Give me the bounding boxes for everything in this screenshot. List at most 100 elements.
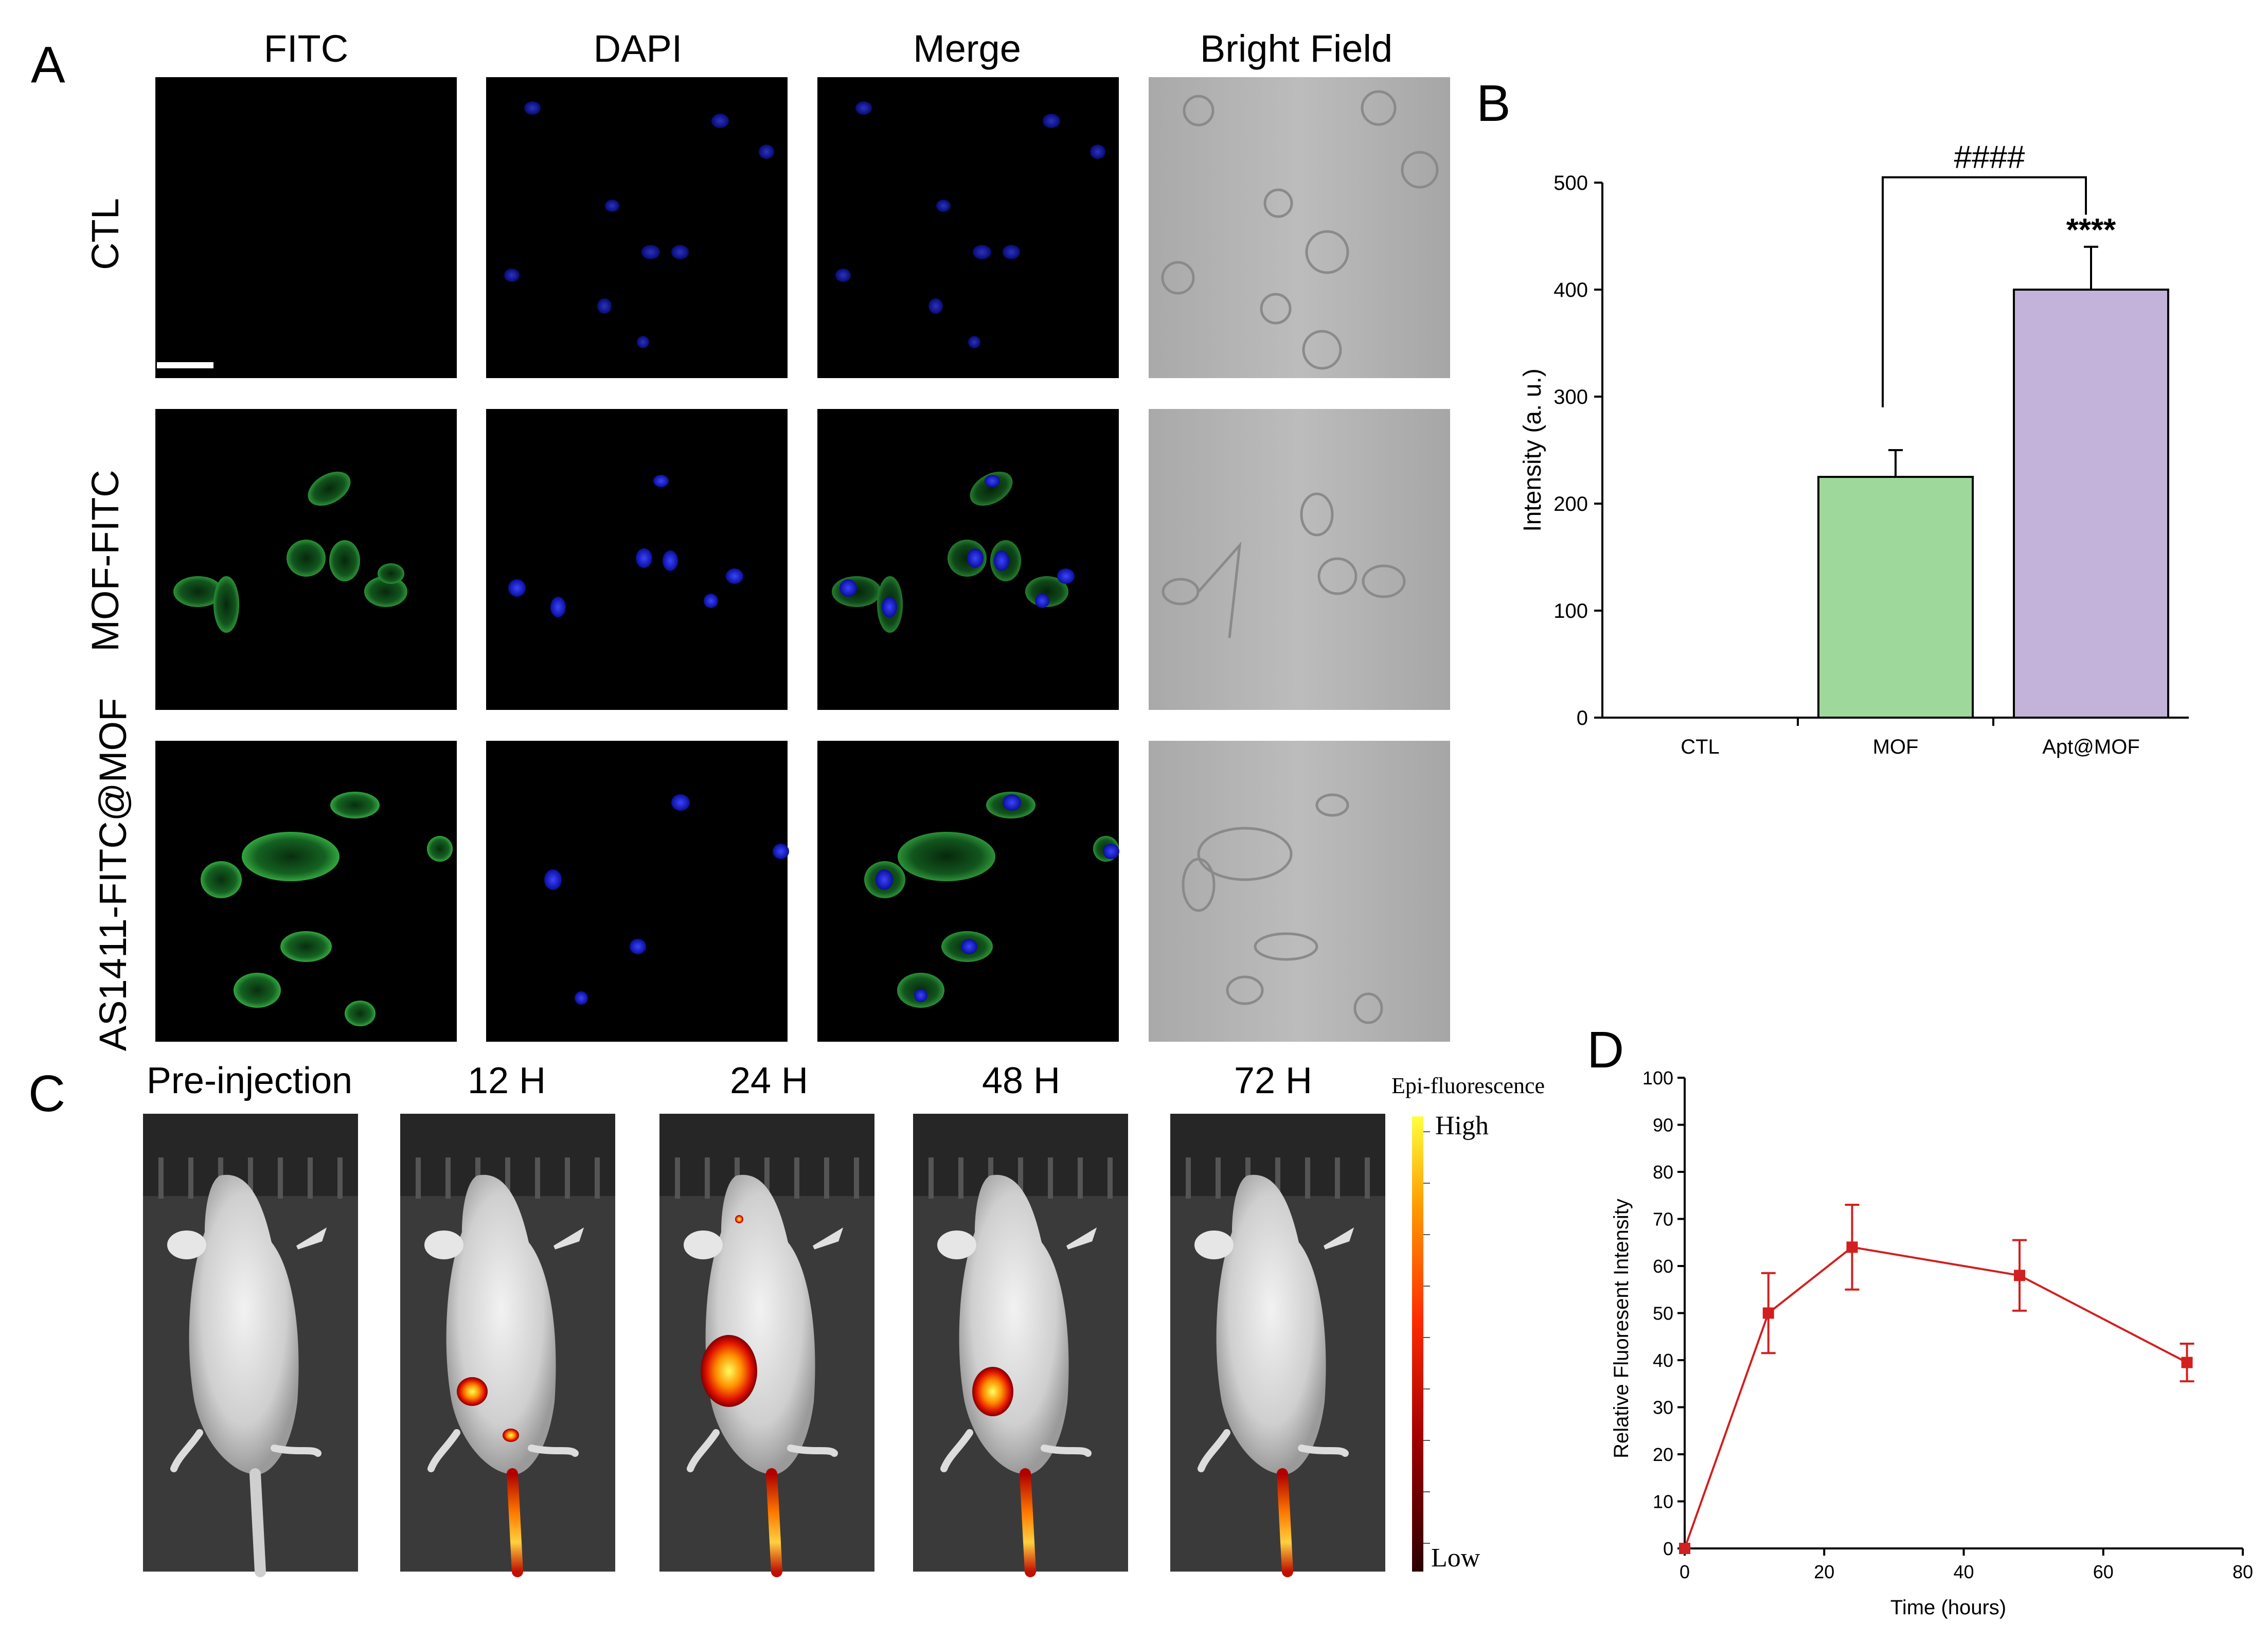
mouse-hindpaw-left — [427, 1429, 460, 1472]
mouse-body — [189, 1174, 299, 1474]
mouse-tail — [1277, 1468, 1293, 1577]
y-tick-label-4: 40 — [1653, 1350, 1673, 1371]
panel-a-letter: A — [31, 36, 65, 94]
rack-bar — [445, 1157, 451, 1199]
x-tick-label-1: MOF — [1873, 736, 1919, 758]
line-chart-relative-intensity: 0 10 20 30 40 50 60 70 80 90 100 0 20 40 60 80 Time (hou… — [1610, 1067, 2253, 1619]
mouse-tail — [766, 1468, 782, 1577]
timepoint-label-4: 72 H — [1234, 1060, 1312, 1101]
y-tick-label-9: 90 — [1653, 1115, 1673, 1136]
col-header-merge: Merge — [913, 27, 1021, 70]
rack-bar — [928, 1157, 934, 1199]
rack-bar — [505, 1157, 510, 1199]
rack-bar — [1078, 1157, 1083, 1199]
y-tick-label-6: 60 — [1653, 1256, 1673, 1277]
mouse-ear — [684, 1231, 723, 1259]
data-point-0 — [1679, 1543, 1690, 1554]
micrograph-as1411-dapi — [486, 741, 789, 1042]
rack-bar — [1186, 1157, 1191, 1199]
fluorescence-signal-0 — [457, 1377, 488, 1406]
mouse-hindpaw-left — [940, 1429, 973, 1472]
bar-chart-intensity: 0 100 200 300 400 500 Intensity (a. u.) CTL MOF A… — [1519, 140, 2189, 758]
mouse-forepaw — [812, 1227, 844, 1250]
rack-bar — [794, 1157, 799, 1199]
series-line — [1684, 1246, 2188, 1549]
micrograph-mof-fitc-dapi — [486, 409, 788, 710]
mouse-tail — [507, 1468, 523, 1577]
y-axis-label: Intensity (a. u.) — [1519, 368, 1546, 531]
timepoint-label-2: 24 H — [730, 1060, 808, 1101]
rack-bar — [1335, 1157, 1340, 1199]
mouse-hindpaw — [271, 1445, 322, 1457]
y-tick-label-3: 30 — [1653, 1397, 1673, 1418]
rack-bar — [1108, 1157, 1113, 1199]
y-tick-label-4: 400 — [1553, 279, 1588, 301]
rack-bar — [278, 1157, 283, 1199]
rack-bar — [188, 1157, 193, 1199]
y-tick-label-5: 500 — [1553, 172, 1588, 194]
colorbar-title: Epi-fluorescence — [1391, 1073, 1545, 1098]
colorbar-low: Low — [1431, 1543, 1480, 1573]
micrograph-as1411-bright-field — [1149, 741, 1450, 1042]
y-tick-label-3: 300 — [1553, 386, 1588, 408]
mouse-hindpaw-left — [170, 1429, 203, 1472]
micrograph-as1411-merge — [817, 741, 1119, 1042]
x-tick-label-3: 60 — [2093, 1561, 2114, 1582]
timepoint-label-3: 48 H — [982, 1060, 1060, 1101]
x-tick-label-2: 40 — [1953, 1561, 1974, 1582]
y-tick-label-2: 20 — [1653, 1444, 1673, 1465]
mouse-tail — [1020, 1468, 1036, 1577]
rack-bar — [958, 1157, 963, 1199]
rack-bar — [248, 1157, 253, 1199]
rack-bar — [416, 1157, 421, 1199]
micrograph-mof-fitc-merge — [817, 409, 1119, 710]
rack-bar — [1365, 1157, 1370, 1199]
mouse-body — [1216, 1174, 1326, 1474]
rack-bar — [824, 1157, 829, 1199]
bracket-annotation: #### — [1954, 140, 2025, 175]
data-point-2 — [1846, 1241, 1858, 1253]
row-label-ctl: CTL — [84, 198, 127, 270]
mouse-imaging-row — [143, 1114, 1385, 1577]
mouse-hindpaw — [787, 1445, 838, 1457]
mouse-frame-2 — [659, 1114, 874, 1577]
rack-bar — [705, 1157, 710, 1199]
y-tick-label-1: 100 — [1553, 600, 1588, 622]
rack-bar — [675, 1157, 680, 1199]
rack-bar — [565, 1157, 570, 1199]
mouse-hindpaw — [1041, 1445, 1092, 1457]
fluorescence-signal-1 — [735, 1215, 743, 1223]
micrograph-ctl-merge — [817, 77, 1119, 378]
colorbar: Epi-fluorescence High Low — [1391, 1073, 1545, 1573]
micrograph-mof-fitc-fitc — [155, 409, 457, 710]
mouse-frame-4 — [1170, 1114, 1385, 1577]
rack-bar — [1018, 1157, 1023, 1199]
bar-aptmof — [2013, 289, 2169, 719]
x-tick-label-0: CTL — [1681, 736, 1720, 758]
panel-b-letter: B — [1476, 75, 1511, 132]
y-tick-label-0: 0 — [1663, 1538, 1673, 1559]
timepoint-label-0: Pre-injection — [147, 1060, 352, 1101]
y-tick-label-8: 80 — [1653, 1162, 1673, 1183]
rack-bar — [1305, 1157, 1310, 1199]
col-header-fitc: FITC — [264, 27, 348, 70]
y-tick-label-2: 200 — [1553, 493, 1588, 515]
mouse-ear — [1194, 1231, 1234, 1259]
mouse-ear — [937, 1231, 976, 1259]
rack-bar — [1216, 1157, 1221, 1199]
mouse-forepaw — [553, 1227, 584, 1250]
rack-bar — [337, 1157, 343, 1199]
timepoint-label-1: 12 H — [468, 1060, 546, 1101]
x-tick-label-2: Apt@MOF — [2042, 736, 2140, 758]
col-header-bright-field: Bright Field — [1200, 27, 1392, 70]
mouse-tail — [249, 1468, 266, 1577]
x-tick-label-0: 0 — [1680, 1561, 1690, 1582]
rack-bar — [535, 1157, 540, 1199]
data-point-3 — [2014, 1270, 2025, 1281]
x-tick-label-1: 20 — [1814, 1561, 1834, 1582]
colorbar-high: High — [1435, 1111, 1489, 1140]
scale-bar — [157, 362, 213, 368]
mouse-hindpaw-left — [1198, 1429, 1230, 1472]
rack-bar — [308, 1157, 313, 1199]
